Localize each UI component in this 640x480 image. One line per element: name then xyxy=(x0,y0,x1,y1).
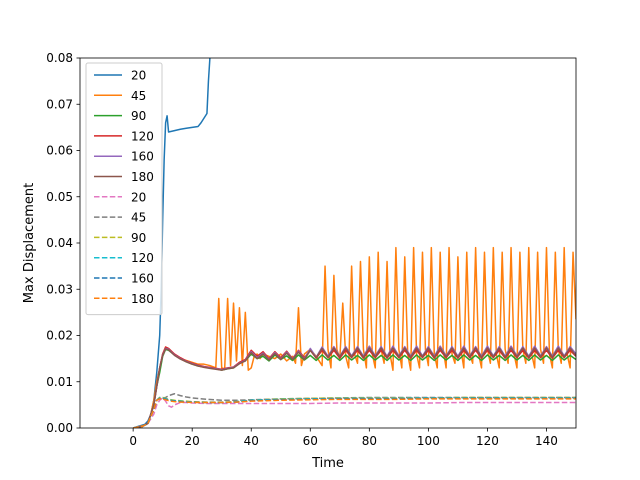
y-tick-label: 0.04 xyxy=(46,236,73,250)
x-tick-label: 20 xyxy=(185,434,200,448)
y-tick-label: 0.06 xyxy=(46,144,73,158)
series-line-solid-180 xyxy=(133,347,576,428)
legend-entry-label: 20 xyxy=(131,69,146,83)
legend-entry-label: 20 xyxy=(131,190,146,204)
y-axis: 0.00 0.01 0.02 0.03 0.04 0.05 0.06 0.07 0.08 xyxy=(46,51,80,435)
y-tick-label: 0.03 xyxy=(46,282,73,296)
y-tick-label: 0.05 xyxy=(46,190,73,204)
x-tick-label: 0 xyxy=(129,434,137,448)
legend: 20 45 90 120 160 180 20 45 90 120 160 180 xyxy=(85,62,163,316)
x-tick-label: 80 xyxy=(362,434,377,448)
x-tick-label: 100 xyxy=(417,434,440,448)
legend-entry-label: 45 xyxy=(131,211,146,225)
legend-entry-label: 120 xyxy=(131,251,154,265)
y-tick-label: 0.07 xyxy=(46,97,73,111)
legend-entry-label: 160 xyxy=(131,150,154,164)
legend-entry-label: 120 xyxy=(131,129,154,143)
y-tick-label: 0.02 xyxy=(46,329,73,343)
y-axis-label: Max Displacement xyxy=(22,183,37,303)
x-axis-label: Time xyxy=(311,456,344,471)
legend-entry-label: 90 xyxy=(131,109,146,123)
y-tick-label: 0.01 xyxy=(46,375,73,389)
x-tick-label: 60 xyxy=(303,434,318,448)
legend-entry-label: 160 xyxy=(131,272,154,286)
legend-entry-label: 180 xyxy=(131,170,154,184)
legend-box xyxy=(85,62,163,316)
series-line-dashed-20 xyxy=(133,397,576,428)
x-tick-label: 40 xyxy=(244,434,259,448)
legend-entry-label: 180 xyxy=(131,292,154,306)
x-tick-label: 120 xyxy=(476,434,499,448)
legend-entry-label: 90 xyxy=(131,231,146,245)
series-layer xyxy=(132,58,576,428)
y-tick-label: 0.08 xyxy=(46,51,73,65)
x-tick-label: 140 xyxy=(535,434,558,448)
y-tick-label: 0.00 xyxy=(46,421,73,435)
series-line-dashed-180 xyxy=(133,398,576,428)
legend-entry-label: 45 xyxy=(131,89,146,103)
x-axis: 0 20 40 60 80 100 120 140 xyxy=(129,428,558,448)
